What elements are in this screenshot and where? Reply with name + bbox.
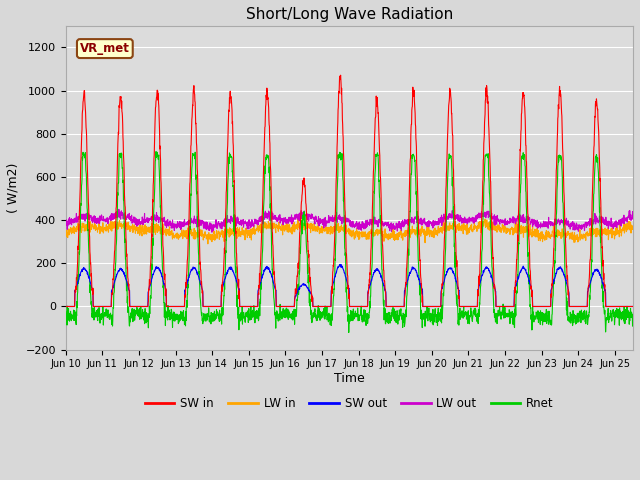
- Y-axis label: ( W/m2): ( W/m2): [7, 163, 20, 213]
- Text: VR_met: VR_met: [80, 42, 130, 55]
- Legend: SW in, LW in, SW out, LW out, Rnet: SW in, LW in, SW out, LW out, Rnet: [140, 393, 559, 415]
- Title: Short/Long Wave Radiation: Short/Long Wave Radiation: [246, 7, 453, 22]
- X-axis label: Time: Time: [334, 372, 365, 385]
